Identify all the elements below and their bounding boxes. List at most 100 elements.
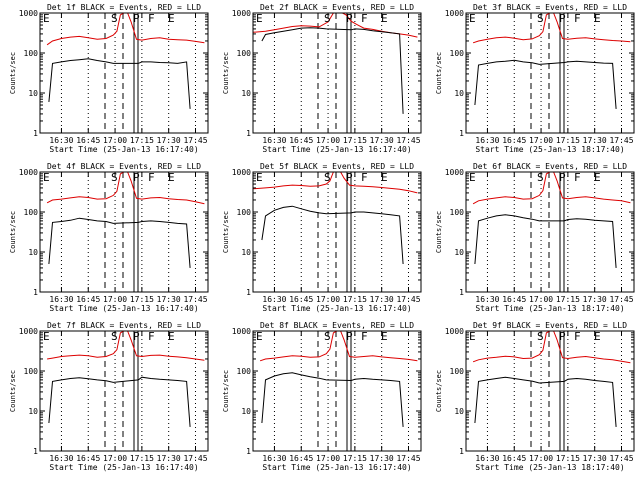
y-tick-label: 1000 (19, 9, 38, 18)
event-marker-label: S (537, 12, 544, 25)
event-marker-label: P (559, 12, 566, 25)
y-tick-label: 1 (246, 129, 251, 138)
x-tick-label: 16:45 (76, 136, 100, 145)
lld-series-line (252, 171, 418, 194)
event-marker-label: E (168, 171, 175, 184)
event-marker-label: F (148, 171, 155, 184)
y-tick-label: 100 (450, 367, 465, 376)
x-axis-label: Start Time (25-Jan-13 16:17:40) (262, 463, 411, 472)
event-marker-label: S (537, 171, 544, 184)
x-tick-label: 16:30 (475, 454, 499, 463)
x-tick-label: 16:30 (49, 136, 73, 145)
y-tick-label: 100 (450, 49, 465, 58)
chart-title: Det 8f BLACK = Events, RED = LLD (260, 321, 414, 330)
y-tick-label: 100 (24, 49, 39, 58)
x-tick-label: 17:15 (343, 454, 367, 463)
event-marker-label: E (43, 12, 50, 25)
chart-title: Det 9f BLACK = Events, RED = LLD (473, 321, 627, 330)
x-axis-label: Start Time (25-Jan-13 18:17:40) (475, 145, 624, 154)
x-axis-label: Start Time (25-Jan-13 16:17:40) (262, 145, 411, 154)
plot-frame (39, 171, 209, 293)
chart-panel: 1 10 100 1000 16:30 16:45 17:00 17:15 17:30 17:45… (222, 162, 422, 313)
plot-frame (252, 171, 422, 293)
plot-frame (252, 330, 422, 452)
x-tick-label: 17:00 (529, 454, 553, 463)
chart-panel: 1 10 100 1000 16:30 16:45 17:00 17:15 17:30 17:45… (9, 162, 209, 313)
x-tick-label: 17:00 (103, 454, 127, 463)
event-marker-label: E (381, 330, 388, 343)
y-tick-label: 1 (459, 288, 464, 297)
x-axis-label: Start Time (25-Jan-13 18:17:40) (475, 463, 624, 472)
x-tick-label: 17:15 (130, 295, 154, 304)
x-tick-label: 17:45 (183, 136, 207, 145)
x-tick-label: 16:30 (49, 295, 73, 304)
chart-panel: 1 10 100 1000 16:30 16:45 17:00 17:15 17:30 17:45… (9, 321, 209, 472)
x-tick-label: 16:45 (289, 136, 313, 145)
x-tick-label: 17:15 (556, 136, 580, 145)
x-tick-label: 17:30 (157, 136, 181, 145)
lld-series-line (472, 330, 631, 364)
events-series-line (261, 27, 404, 114)
plot-frame (39, 12, 209, 134)
event-marker-label: P (133, 12, 140, 25)
y-tick-label: 1000 (232, 327, 251, 336)
event-marker-label: E (381, 171, 388, 184)
x-tick-label: 17:30 (583, 295, 607, 304)
event-marker-label: F (574, 330, 581, 343)
chart-panel: 1 10 100 1000 16:30 16:45 17:00 17:15 17:30 17:45… (435, 321, 635, 472)
lld-series-line (472, 171, 631, 205)
x-tick-label: 16:30 (262, 295, 286, 304)
x-tick-label: 17:30 (157, 295, 181, 304)
y-axis-label: Counts/sec (435, 52, 443, 94)
y-axis-label: Counts/sec (222, 211, 230, 253)
x-tick-label: 17:15 (556, 295, 580, 304)
x-tick-label: 17:45 (609, 136, 633, 145)
plot-frame (465, 171, 635, 293)
y-tick-label: 10 (454, 248, 464, 257)
x-axis-label: Start Time (25-Jan-13 16:17:40) (49, 463, 198, 472)
events-series-line (474, 214, 617, 268)
event-marker-label: S (324, 171, 331, 184)
x-tick-label: 17:45 (396, 295, 420, 304)
lld-series-line (472, 12, 631, 44)
y-tick-label: 10 (241, 248, 251, 257)
event-marker-label: E (168, 330, 175, 343)
x-tick-label: 17:30 (583, 136, 607, 145)
event-marker-label: E (469, 171, 476, 184)
x-tick-label: 17:45 (396, 454, 420, 463)
event-marker-label: E (256, 12, 263, 25)
y-tick-label: 10 (454, 407, 464, 416)
lld-series-line (46, 171, 205, 205)
event-marker-label: S (324, 12, 331, 25)
y-tick-label: 1 (246, 447, 251, 456)
event-marker-label: P (559, 171, 566, 184)
event-marker-label: E (594, 171, 601, 184)
x-tick-label: 17:30 (583, 454, 607, 463)
lld-series-line (259, 330, 418, 362)
x-tick-label: 17:15 (556, 454, 580, 463)
x-tick-label: 17:45 (183, 454, 207, 463)
chart-title: Det 5f BLACK = Events, RED = LLD (260, 162, 414, 171)
event-marker-label: E (594, 12, 601, 25)
x-tick-label: 17:30 (370, 136, 394, 145)
x-tick-label: 16:30 (475, 136, 499, 145)
event-marker-label: S (324, 330, 331, 343)
x-tick-label: 17:15 (343, 136, 367, 145)
y-axis-label: Counts/sec (9, 370, 17, 412)
chart-title: Det 7f BLACK = Events, RED = LLD (47, 321, 201, 330)
y-axis-label: Counts/sec (222, 52, 230, 94)
x-tick-label: 16:45 (502, 136, 526, 145)
event-marker-label: E (43, 330, 50, 343)
x-axis-label: Start Time (25-Jan-13 18:17:40) (475, 304, 624, 313)
x-tick-label: 17:15 (130, 136, 154, 145)
plot-frame (465, 12, 635, 134)
y-tick-label: 1 (459, 447, 464, 456)
x-tick-label: 17:00 (316, 454, 340, 463)
y-tick-label: 100 (24, 208, 39, 217)
events-series-line (261, 205, 404, 265)
x-tick-label: 16:45 (502, 295, 526, 304)
chart-title: Det 1f BLACK = Events, RED = LLD (47, 3, 201, 12)
event-marker-label: F (148, 12, 155, 25)
events-series-line (48, 217, 191, 268)
